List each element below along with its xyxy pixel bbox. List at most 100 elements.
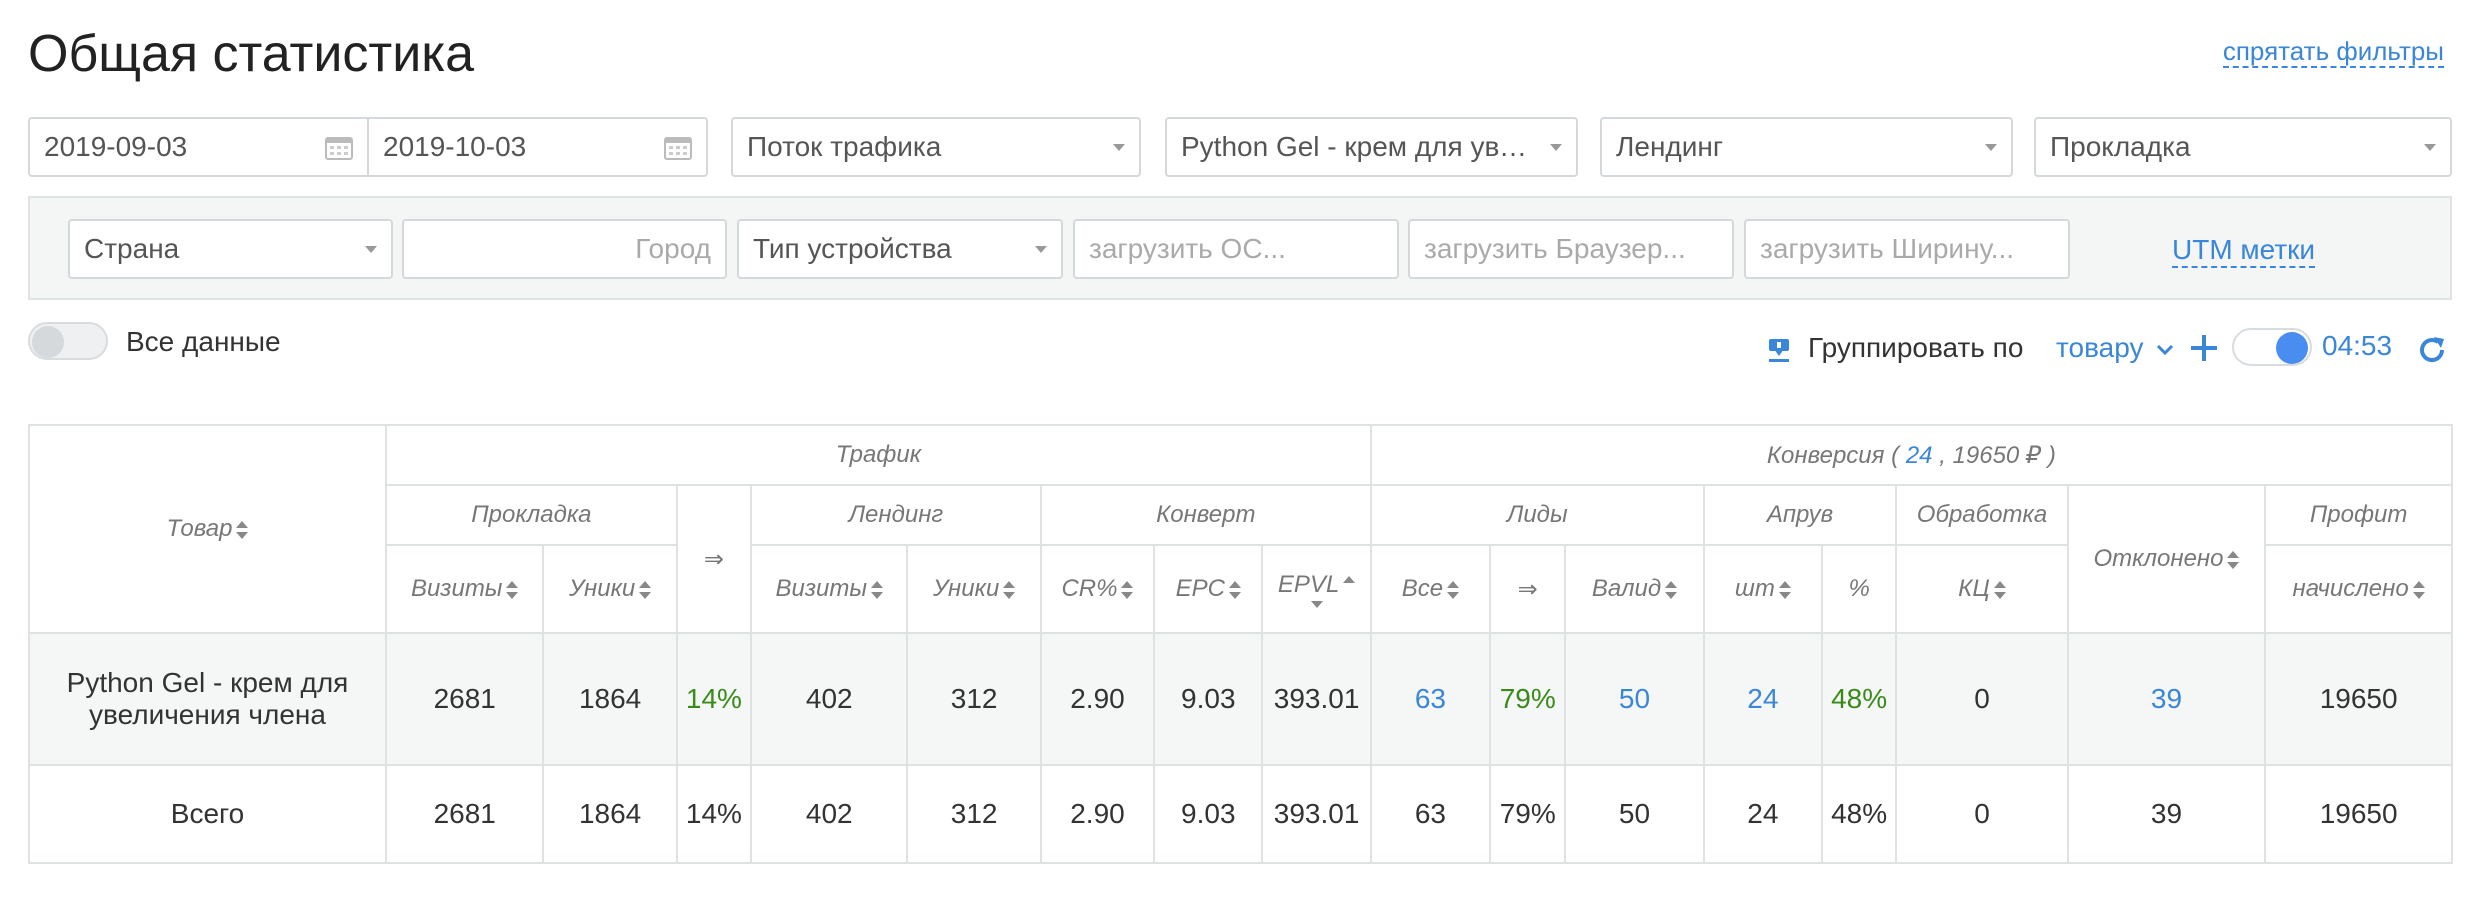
screen-width-input[interactable]: загрузить Ширину...	[1744, 219, 2070, 279]
cell-leads-pct: 79%	[1489, 764, 1567, 864]
city-placeholder: Город	[635, 233, 711, 264]
col-rejected[interactable]: Отклонено	[2066, 484, 2267, 634]
chevron-down-icon	[1550, 143, 1562, 151]
col-product-label: Товар	[166, 515, 233, 542]
col-label: EPC	[1175, 575, 1225, 602]
col-label: Уники	[568, 575, 636, 602]
group-traffic: Трафик	[385, 424, 1372, 486]
device-type-select[interactable]: Тип устройства	[737, 219, 1063, 279]
col-rejected-label: Отклонено	[2093, 545, 2224, 572]
col-land-uniques[interactable]: Уники	[906, 544, 1042, 634]
col-approve-pcs[interactable]: шт	[1702, 544, 1824, 634]
statistics-table: Товар Трафик Конверсия ( 24 , 19650 ₽ ) …	[28, 424, 2454, 864]
col-leads-all[interactable]: Все	[1369, 544, 1492, 634]
cell-product: Всего	[28, 764, 387, 864]
col-epvl[interactable]: EPVL	[1261, 544, 1372, 634]
page-title: Общая статистика	[28, 25, 475, 83]
width-placeholder: загрузить Ширину...	[1760, 233, 2015, 264]
country-select[interactable]: Страна	[68, 219, 393, 279]
device-type-value: Тип устройства	[753, 233, 952, 264]
os-input[interactable]: загрузить ОС...	[1073, 219, 1399, 279]
hide-filters-link[interactable]: спрятать фильтры	[2222, 36, 2444, 68]
col-label: Все	[1401, 575, 1444, 602]
landing-select[interactable]: Лендинг	[1600, 117, 2013, 177]
cell-leads-valid[interactable]: 50	[1564, 632, 1705, 766]
refresh-icon[interactable]	[2416, 334, 2448, 366]
cell-land-visits: 402	[750, 632, 909, 766]
col-leads-valid[interactable]: Валид	[1564, 544, 1705, 634]
col-label: Визиты	[775, 575, 867, 602]
cell-cr: 2.90	[1039, 764, 1156, 864]
cell-leads-pct: 79%	[1489, 632, 1567, 766]
browser-input[interactable]: загрузить Браузер...	[1408, 219, 1734, 279]
download-icon[interactable]	[1766, 337, 1792, 365]
col-label: CR%	[1061, 575, 1118, 602]
country-value: Страна	[84, 233, 180, 264]
sort-icon	[1121, 580, 1134, 599]
cell-pre-uniques: 1864	[542, 632, 678, 766]
date-to-field[interactable]: 2019-10-03	[367, 117, 708, 177]
cell-epvl: 393.01	[1261, 632, 1372, 766]
col-processing-cc[interactable]: КЦ	[1895, 544, 2069, 634]
conversion-count[interactable]: 24	[1905, 441, 1933, 469]
cell-epc: 9.03	[1153, 632, 1264, 766]
cell-product: Python Gel - крем для увеличения члена	[28, 632, 387, 766]
col-pre-uniques[interactable]: Уники	[542, 544, 678, 634]
col-pre-visits[interactable]: Визиты	[384, 544, 545, 634]
landing-value: Лендинг	[1616, 131, 1724, 162]
col-profit-accrued[interactable]: начислено	[2264, 544, 2453, 634]
add-icon[interactable]	[2188, 332, 2220, 364]
col-product[interactable]: Товар	[28, 424, 387, 634]
sort-icon	[2412, 580, 2425, 599]
prelanding-select[interactable]: Прокладка	[2034, 117, 2452, 177]
chevron-down-icon	[365, 245, 377, 253]
utm-tags-link[interactable]: UTM метки	[2172, 234, 2316, 268]
all-data-toggle[interactable]	[28, 322, 108, 360]
product-select[interactable]: Python Gel - крем для увел...	[1165, 117, 1578, 177]
col-label: начислено	[2292, 575, 2409, 602]
cell-rejected[interactable]: 39	[2066, 632, 2267, 766]
cell-profit: 19650	[2264, 632, 2453, 766]
table-total-row: Всего 2681 1864 14% 402 312 2.90 9.03 39…	[28, 764, 2453, 864]
col-label: КЦ	[1958, 575, 1990, 602]
cell-cr: 2.90	[1039, 632, 1156, 766]
toggle-knob	[32, 326, 64, 358]
sort-asc-icon	[1343, 576, 1356, 594]
cell-ctr: 14%	[675, 764, 753, 864]
col-cr[interactable]: CR%	[1039, 544, 1156, 634]
subgroup-convert: Конверт	[1039, 484, 1372, 546]
chevron-down-icon	[1985, 143, 1997, 151]
col-epc[interactable]: EPC	[1153, 544, 1264, 634]
group-by-value: товару	[2056, 332, 2144, 363]
sort-icon	[506, 580, 519, 599]
group-by-label: Группировать по	[1808, 332, 2024, 363]
sort-icon	[1228, 580, 1241, 599]
cell-approve-pct: 48%	[1821, 632, 1898, 766]
cell-processing: 0	[1895, 632, 2069, 766]
calendar-icon	[664, 137, 692, 160]
col-label: EPVL	[1277, 570, 1340, 598]
cell-leads-all[interactable]: 63	[1369, 632, 1492, 766]
col-label: шт	[1734, 575, 1775, 602]
group-by-select[interactable]: товару	[2056, 332, 2175, 364]
cell-pre-visits: 2681	[384, 764, 545, 864]
calendar-icon	[325, 137, 353, 160]
all-data-label: Все данные	[126, 326, 281, 357]
cell-approve-pcs[interactable]: 24	[1702, 632, 1824, 766]
city-input[interactable]: Город	[402, 219, 727, 279]
col-land-visits[interactable]: Визиты	[750, 544, 909, 634]
sort-icon	[1003, 580, 1016, 599]
date-from-field[interactable]: 2019-09-03	[28, 117, 369, 177]
cell-profit: 19650	[2264, 764, 2453, 864]
sort-icon	[1447, 580, 1460, 599]
chevron-down-icon	[1035, 245, 1047, 253]
group-conversion: Конверсия ( 24 , 19650 ₽ )	[1369, 424, 2454, 486]
col-label: Визиты	[410, 575, 503, 602]
auto-refresh-toggle[interactable]	[2232, 328, 2312, 366]
cell-approve-pcs: 24	[1702, 764, 1824, 864]
chevron-down-icon	[1113, 143, 1125, 151]
traffic-stream-select[interactable]: Поток трафика	[731, 117, 1141, 177]
subgroup-processing: Обработка	[1895, 484, 2069, 546]
col-approve-pct: %	[1821, 544, 1898, 634]
